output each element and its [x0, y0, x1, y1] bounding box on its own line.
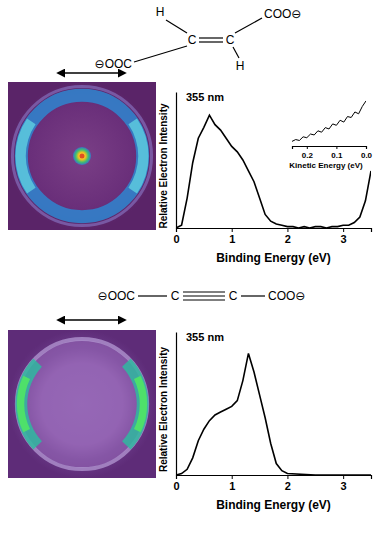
y-axis-line: [176, 93, 177, 229]
photoelectron-image: [8, 330, 156, 478]
plot-area: [176, 115, 371, 228]
x-axis-line: [293, 147, 367, 150]
x-tick-label: 0.0: [361, 151, 373, 160]
image-disk: [18, 340, 145, 467]
y-axis-line: [176, 333, 177, 476]
x-tick-mark: [336, 146, 337, 149]
x-tick: 3: [341, 475, 347, 492]
bond: [183, 299, 225, 300]
x-axis: 0 1 2 3: [173, 475, 371, 492]
x-tick: 3: [341, 228, 347, 245]
x-tick-mark: [287, 475, 288, 479]
chart: 0 1 2 3 Binding Energy (eV) Relative Electron…: [158, 91, 372, 265]
structure-label: C: [226, 33, 235, 47]
bond: [134, 46, 187, 62]
photoelectron-image: [8, 82, 156, 230]
x-tick: 0.1: [331, 146, 343, 160]
image-ring: [17, 339, 147, 469]
image-arc: [17, 376, 30, 433]
x-tick: 1: [229, 475, 235, 492]
structure-label: H: [236, 59, 245, 73]
image-arc: [122, 359, 149, 450]
x-axis: 0 1 2 3: [173, 228, 371, 245]
image-arc: [15, 118, 35, 193]
x-tick: 2: [285, 475, 291, 492]
x-tick-label: 1: [229, 480, 235, 492]
y-axis-title: Relative Electron Intensity: [158, 347, 169, 472]
x-tick-label: 2: [285, 233, 291, 245]
x-axis: 0.2 0.1 0.0: [293, 146, 373, 160]
image-arc: [15, 359, 42, 450]
image-arc: [134, 376, 147, 433]
x-axis-title: Binding Energy (eV): [216, 498, 331, 512]
x-tick: 2: [285, 228, 291, 245]
x-tick-mark: [287, 228, 288, 232]
x-tick-label: 0.1: [331, 151, 343, 160]
x-axis-line: [177, 229, 372, 233]
x-tick-label: 2: [285, 480, 291, 492]
image-core: [73, 147, 91, 165]
x-tick: 0: [173, 475, 179, 492]
bond: [235, 18, 262, 33]
x-tick-label: 0: [173, 480, 179, 492]
x-tick-label: 1: [229, 233, 235, 245]
x-axis-title: Binding Energy (eV): [216, 251, 331, 265]
structure-label: H: [156, 5, 165, 19]
chart: 0 1 2 3 Binding Energy (eV) Relative Electron…: [158, 331, 372, 512]
y-axis: [176, 333, 177, 476]
spectrum-line: [292, 101, 366, 141]
x-tick-mark: [232, 228, 233, 232]
x-tick: 0: [173, 228, 179, 245]
image-arc: [128, 118, 148, 193]
figure: H COO⊖ C C ⊖OOC H ⊖OOC C C COO⊖ 0 1 2 3 Binding Energy…: [0, 0, 381, 542]
image-ring: [12, 86, 151, 225]
x-tick-mark: [343, 228, 344, 232]
y-axis: [176, 93, 177, 229]
structure-label: COO⊖: [268, 289, 305, 303]
x-axis-title: Kinetic Energy (eV): [289, 161, 363, 170]
x-tick-mark: [176, 475, 177, 479]
x-tick: 1: [229, 228, 235, 245]
spectrum-line: [176, 115, 371, 228]
polarization-arrow: [58, 319, 125, 321]
structure-label: ⊖OOC: [98, 289, 136, 303]
x-tick: 0.2: [302, 146, 314, 160]
x-axis-line: [177, 476, 372, 480]
spectrum-line: [176, 353, 371, 475]
structure-label: C: [171, 289, 180, 303]
x-tick-mark: [343, 475, 344, 479]
x-tick-mark: [176, 228, 177, 232]
x-tick-label: 0.2: [302, 151, 314, 160]
bond: [199, 41, 223, 42]
polarization-arrow: [58, 72, 125, 74]
x-tick-label: 3: [341, 233, 347, 245]
x-tick-mark: [232, 475, 233, 479]
y-axis-title: Relative Electron Intensity: [158, 103, 169, 228]
structure-label: ⊖OOC: [95, 57, 133, 71]
bond: [183, 291, 225, 292]
x-tick: 0.0: [361, 146, 373, 160]
plot-area: [176, 353, 371, 475]
bond: [166, 20, 187, 33]
bond: [233, 47, 239, 58]
x-tick-mark: [366, 146, 367, 149]
bond: [138, 295, 167, 296]
x-tick-label: 0: [173, 233, 179, 245]
structure-label: C: [229, 289, 238, 303]
bond: [199, 37, 223, 38]
x-tick-mark: [307, 146, 308, 149]
bond: [183, 295, 225, 296]
structure-label: COO⊖: [264, 7, 301, 21]
image-core: [80, 154, 85, 159]
chart: 0.2 0.1 0.0Kinetic Energy (eV): [289, 101, 372, 170]
annotation: 355 nm: [186, 91, 224, 103]
image-ring: [21, 95, 142, 216]
bond: [241, 295, 265, 296]
image-background: [8, 82, 156, 230]
plot-area: [292, 101, 366, 141]
x-tick-label: 3: [341, 480, 347, 492]
structure-label: C: [188, 33, 197, 47]
annotation: 355 nm: [186, 331, 224, 343]
image-background: [8, 330, 156, 478]
